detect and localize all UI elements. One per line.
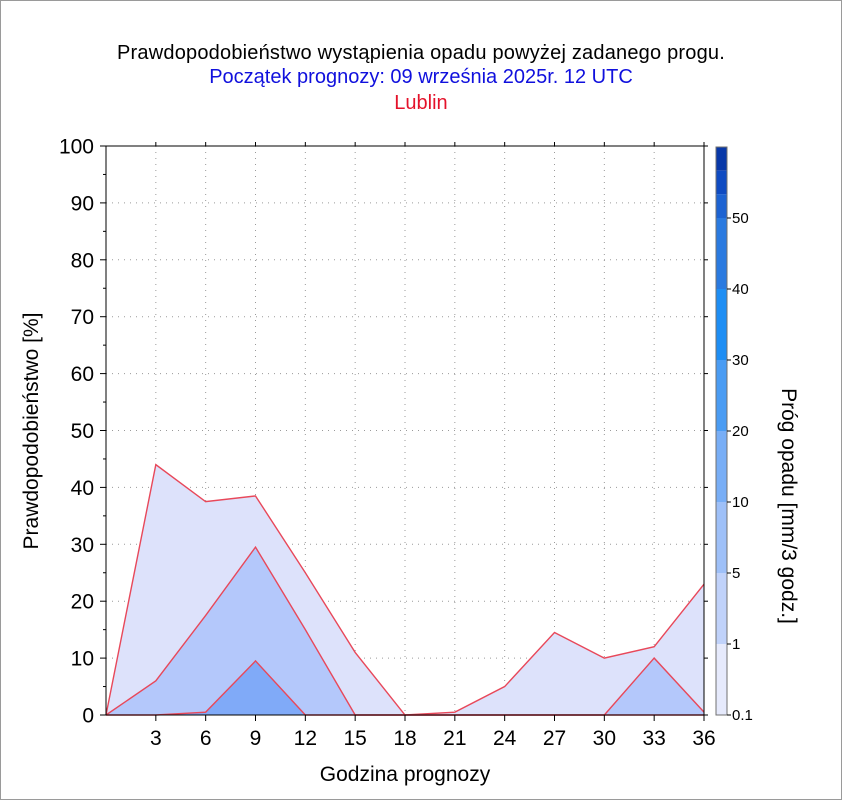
x-tick-label: 15: [343, 727, 366, 750]
y-tick-label: 90: [71, 192, 94, 215]
chart-title: Prawdopodobieństwo wystąpienia opadu pow…: [117, 42, 725, 64]
y-tick-label: 10: [71, 648, 94, 671]
y-axis-label: Prawdopodobieństwo [%]: [20, 313, 43, 550]
x-tick-label: 12: [294, 727, 317, 750]
y-tick-label: 20: [71, 591, 94, 614]
y-tick-label: 70: [71, 306, 94, 329]
colorbar-segment: [716, 502, 727, 573]
y-tick-label: 0: [82, 705, 94, 728]
y-tick-label: 30: [71, 534, 94, 557]
colorbar-segment: [716, 218, 727, 289]
colorbar-tick-label: 0.1: [732, 707, 753, 724]
colorbar-tick-label: 20: [732, 423, 749, 440]
colorbar-tick-label: 50: [732, 210, 749, 227]
colorbar: 0.1 1 5 10 20 30 40 50: [715, 146, 753, 724]
colorbar-segment: [716, 194, 727, 218]
colorbar-tick-label: 30: [732, 352, 749, 369]
x-tick-label: 24: [493, 727, 517, 750]
y-tick-label: 80: [71, 249, 94, 272]
x-tick-label: 6: [200, 727, 212, 750]
x-tick-label: 36: [692, 727, 715, 750]
y-tick-label: 40: [71, 477, 94, 500]
colorbar-tick-label: 1: [732, 636, 740, 653]
y-tick-label: 50: [71, 420, 94, 443]
colorbar-label: Próg opadu [mm/3 godz.]: [777, 388, 800, 624]
x-axis-label: Godzina prognozy: [320, 763, 491, 786]
x-tick-label: 21: [443, 727, 466, 750]
colorbar-segment: [716, 170, 727, 195]
chart-location: Lublin: [394, 92, 448, 114]
colorbar-segment: [716, 360, 727, 431]
colorbar-tick-label: 5: [732, 565, 740, 582]
chart-subtitle: Początek prognozy: 09 września 2025r. 12…: [209, 66, 633, 88]
y-tick-label: 100: [59, 136, 94, 159]
x-tick-label: 30: [593, 727, 616, 750]
x-tick-label: 33: [642, 727, 665, 750]
colorbar-segment: [716, 147, 727, 171]
colorbar-segment: [716, 289, 727, 360]
colorbar-segment: [716, 573, 727, 644]
colorbar-tick-label: 40: [732, 281, 749, 298]
x-tick-label: 9: [250, 727, 262, 750]
colorbar-segment: [716, 431, 727, 502]
x-tick-label: 3: [150, 727, 162, 750]
x-tick-label: 18: [393, 727, 416, 750]
x-tick-label: 27: [543, 727, 566, 750]
colorbar-tick-label: 10: [732, 494, 749, 511]
y-tick-label: 60: [71, 363, 94, 386]
colorbar-segment: [716, 644, 727, 715]
area-series-5: [106, 660, 704, 715]
